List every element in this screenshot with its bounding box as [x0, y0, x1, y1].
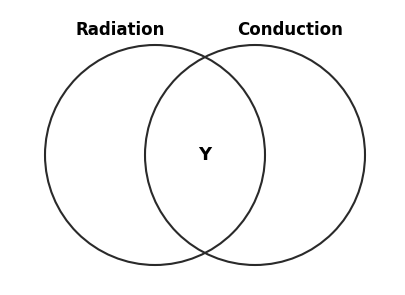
Text: Radiation: Radiation: [75, 21, 165, 39]
Text: Y: Y: [198, 146, 211, 164]
Text: Conduction: Conduction: [237, 21, 343, 39]
